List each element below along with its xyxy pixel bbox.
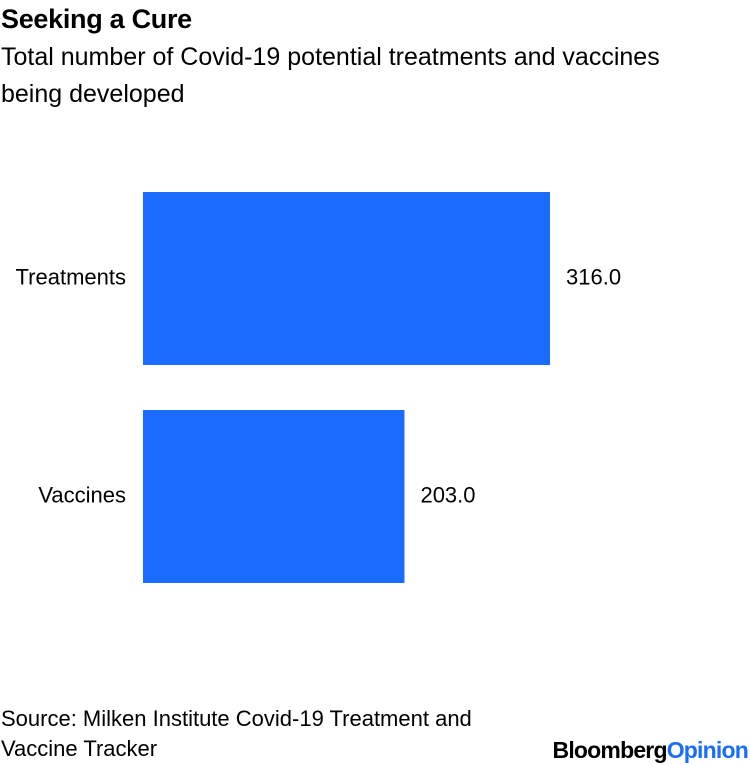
brand-logo: BloombergOpinion xyxy=(552,737,749,764)
brand-part: Opinion xyxy=(666,737,749,763)
value-label: 203.0 xyxy=(420,482,475,507)
value-label: 316.0 xyxy=(566,264,621,289)
chart-title: Seeking a Cure xyxy=(1,4,192,34)
category-label: Vaccines xyxy=(38,482,126,507)
chart-subtitle: Total number of Covid-19 potential treat… xyxy=(1,43,660,108)
bar xyxy=(143,192,550,365)
category-label: Treatments xyxy=(16,264,126,289)
bar xyxy=(143,410,405,583)
source-note: Source: Milken Institute Covid-19 Treatm… xyxy=(1,706,472,761)
brand-part: Bloomberg xyxy=(552,737,668,763)
chart: Treatments 316.0 Vaccines 203.0 xyxy=(16,192,621,583)
